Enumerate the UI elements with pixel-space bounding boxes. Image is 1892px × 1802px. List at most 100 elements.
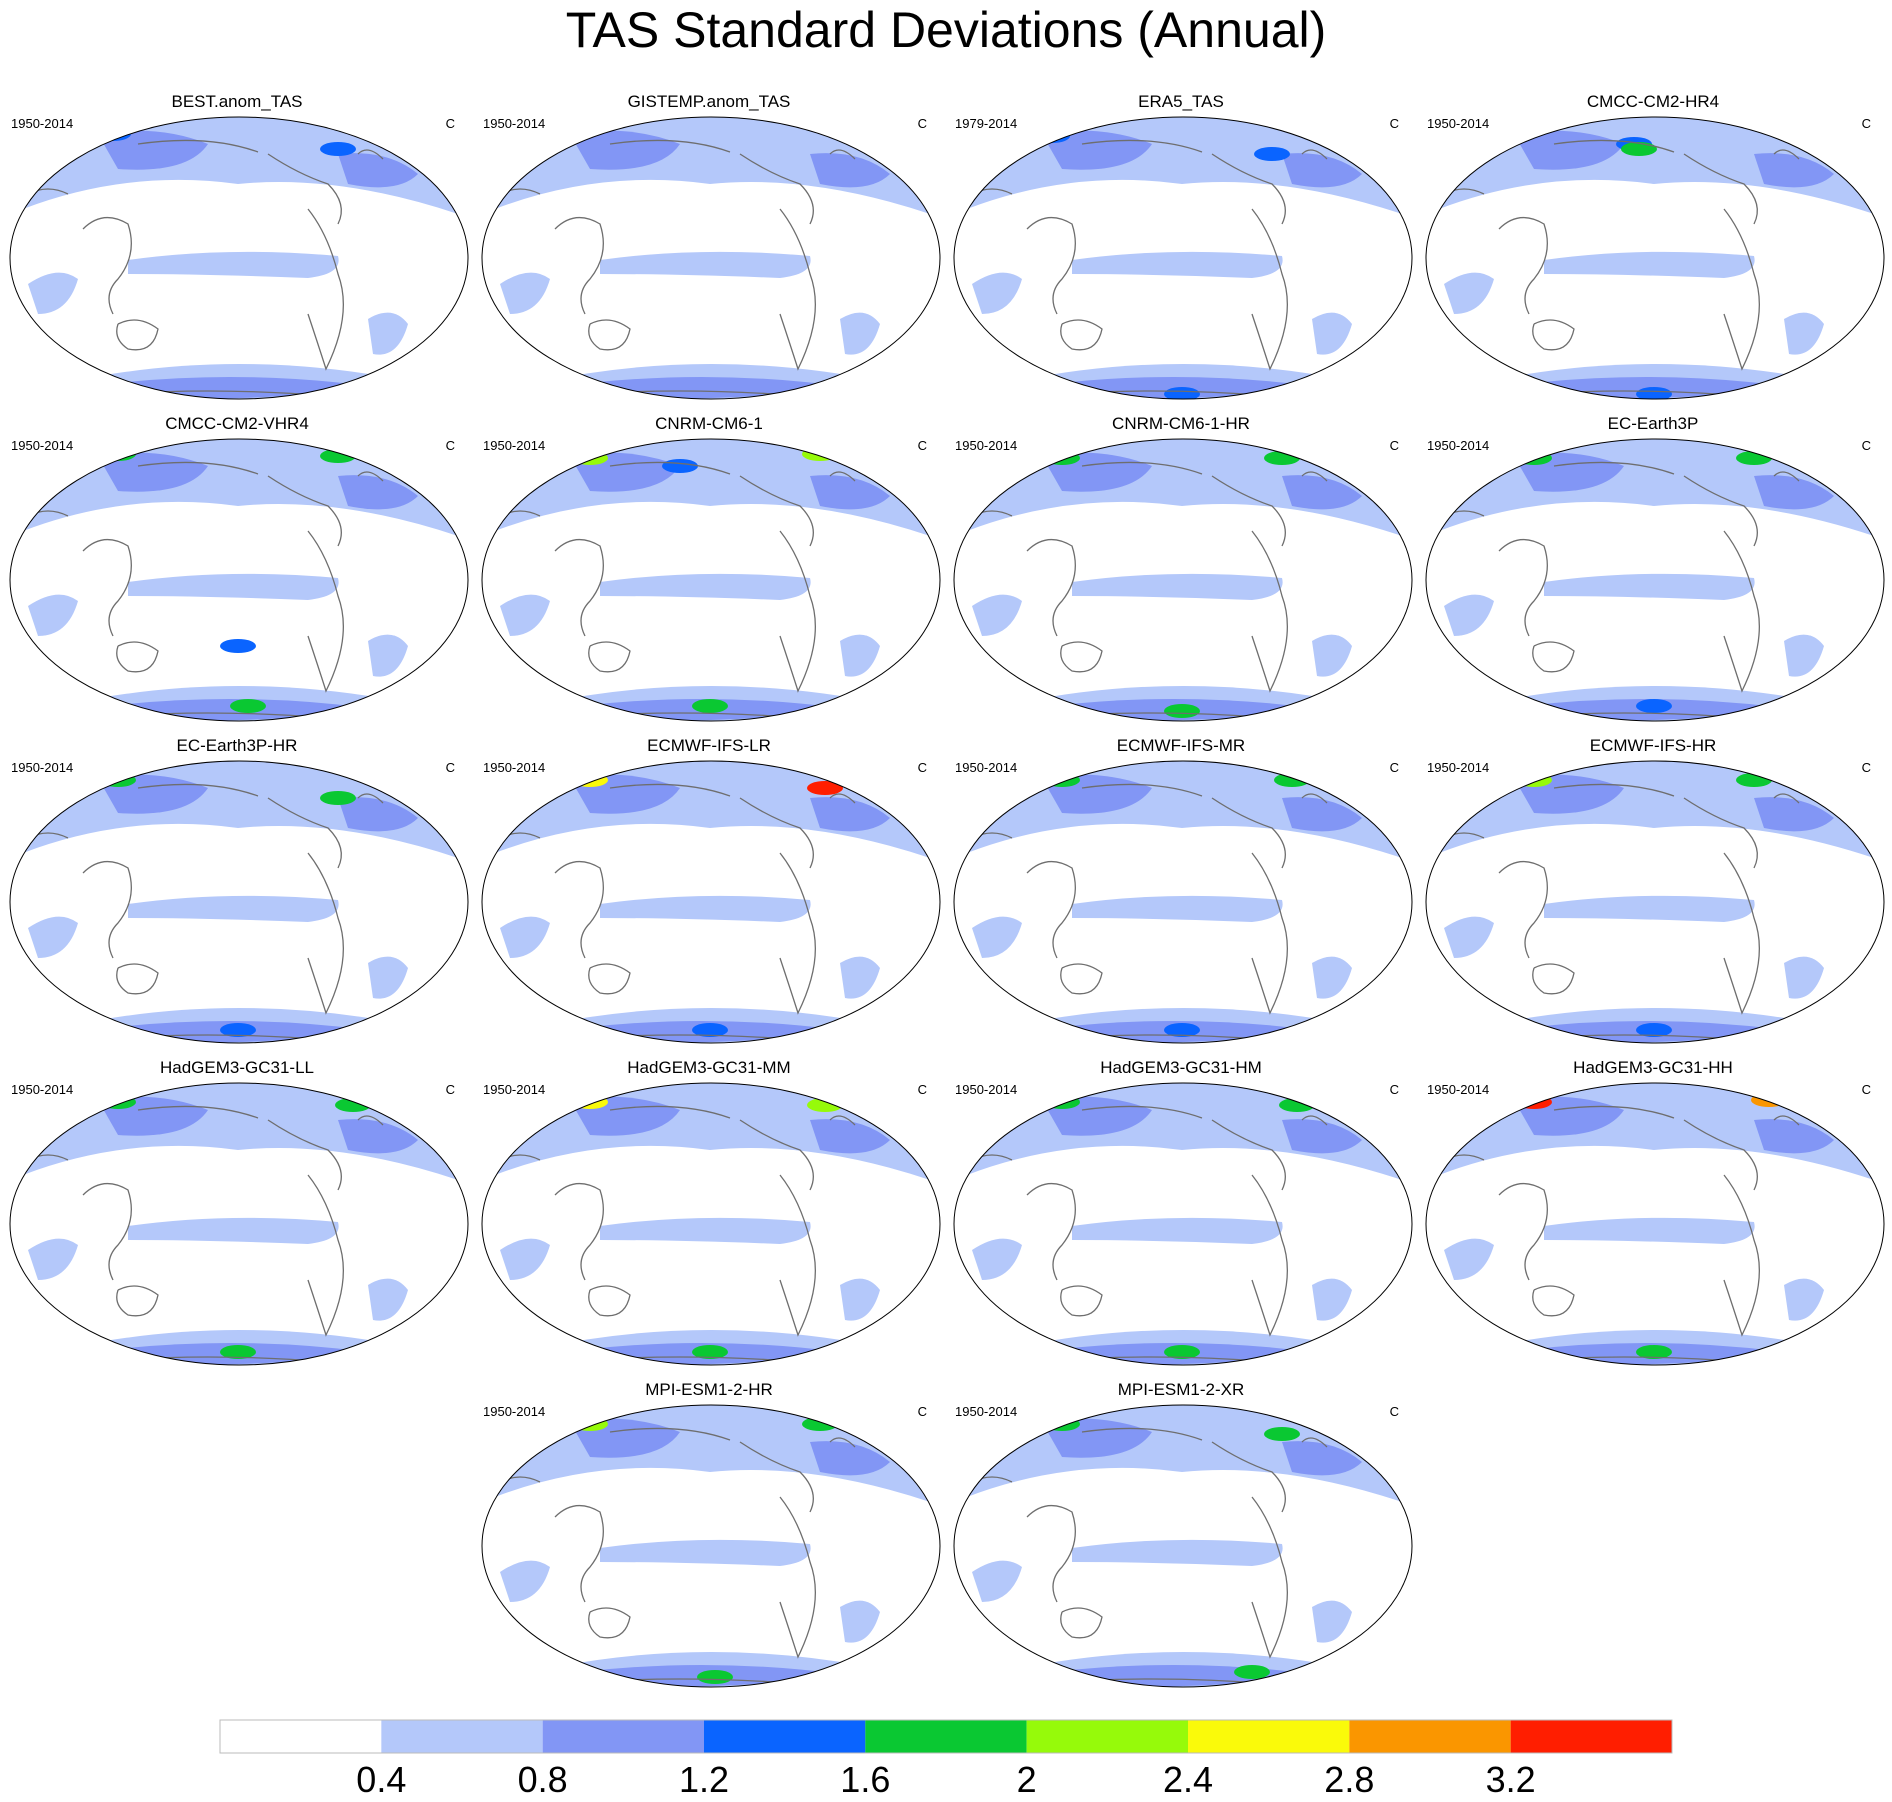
coastline bbox=[1683, 153, 1758, 225]
coastline bbox=[739, 475, 814, 547]
coastline bbox=[307, 852, 345, 1015]
coastline bbox=[1723, 208, 1761, 371]
contour-band bbox=[972, 916, 1022, 958]
coastline bbox=[779, 852, 817, 1015]
contour-band bbox=[500, 594, 550, 636]
contour-band bbox=[500, 272, 550, 314]
panel-period: 1950-2014 bbox=[1427, 760, 1490, 775]
contour-band bbox=[28, 1238, 78, 1280]
coastline bbox=[1211, 475, 1286, 547]
contour-band bbox=[1544, 1217, 1755, 1244]
coastline bbox=[1773, 149, 1800, 160]
coastline bbox=[779, 1496, 817, 1659]
panel-period: 1950-2014 bbox=[483, 1082, 546, 1097]
coastline bbox=[116, 641, 159, 673]
contour-band bbox=[1312, 1278, 1352, 1321]
contour-band bbox=[1072, 1217, 1283, 1244]
colorbar-tick-label: 3.2 bbox=[1485, 1759, 1536, 1800]
panel-period: 1950-2014 bbox=[1427, 1082, 1490, 1097]
contour-hotspot bbox=[320, 791, 356, 805]
coastline bbox=[1211, 153, 1286, 225]
map-panel: BEST.anom_TAS 1950-2014 C bbox=[2, 92, 472, 404]
contour-band bbox=[1312, 1600, 1352, 1643]
map-panel: ECMWF-IFS-MR 1950-2014 C bbox=[946, 736, 1416, 1048]
contour-hotspot bbox=[807, 781, 843, 795]
coastline bbox=[1026, 1505, 1076, 1603]
colorbar-box bbox=[865, 1720, 1027, 1753]
panel-period: 1950-2014 bbox=[483, 1404, 546, 1419]
contour-band bbox=[840, 1600, 880, 1643]
contour-band bbox=[368, 634, 408, 677]
coastline bbox=[609, 1427, 731, 1441]
map-panel: ECMWF-IFS-LR 1950-2014 C bbox=[474, 736, 944, 1048]
map-outline bbox=[481, 116, 941, 400]
contour-hotspot bbox=[1254, 147, 1290, 161]
contour-band bbox=[128, 251, 339, 278]
coastline bbox=[1553, 783, 1675, 797]
coastline bbox=[307, 1174, 345, 1337]
coastline bbox=[554, 1505, 604, 1603]
coastline bbox=[1532, 963, 1575, 995]
coastline bbox=[1498, 1183, 1548, 1281]
map-outline bbox=[9, 760, 469, 1044]
coastline bbox=[1553, 139, 1675, 153]
colorbar-frame bbox=[219, 1719, 1673, 1754]
coastline bbox=[307, 530, 345, 693]
map-outline bbox=[1425, 116, 1885, 400]
contour-hotspot bbox=[1164, 1345, 1200, 1359]
colorbar-box bbox=[1510, 1720, 1672, 1753]
coastline bbox=[1060, 641, 1103, 673]
panel-period: 1950-2014 bbox=[11, 116, 74, 131]
coastline bbox=[829, 1115, 856, 1126]
contour-hotspot bbox=[802, 447, 838, 461]
contour-band bbox=[1784, 1278, 1824, 1321]
coastline bbox=[1498, 539, 1548, 637]
coastline bbox=[1498, 861, 1548, 959]
panel-title: HadGEM3-GC31-MM bbox=[627, 1058, 791, 1077]
panel-unit: C bbox=[1389, 438, 1399, 453]
contour-band bbox=[368, 1278, 408, 1321]
colorbar-box bbox=[1349, 1720, 1511, 1753]
panel-title: HadGEM3-GC31-HH bbox=[1573, 1058, 1733, 1077]
colorbar-tick-label: 1.6 bbox=[840, 1759, 891, 1800]
coastline bbox=[1553, 461, 1675, 475]
coastline bbox=[1026, 217, 1076, 315]
map-panel: MPI-ESM1-2-XR 1950-2014 C bbox=[946, 1380, 1416, 1692]
contour-band bbox=[1282, 797, 1362, 832]
contour-band bbox=[338, 475, 418, 510]
coastline bbox=[307, 208, 345, 371]
map-outline bbox=[1425, 760, 1885, 1044]
contour-band bbox=[1784, 312, 1824, 355]
coastline bbox=[1026, 861, 1076, 959]
panel-title: HadGEM3-GC31-HM bbox=[1100, 1058, 1262, 1077]
coastline bbox=[1060, 1607, 1103, 1639]
coastline bbox=[357, 793, 384, 804]
colorbar-tick-label: 0.4 bbox=[356, 1759, 407, 1800]
contour-hotspot bbox=[1264, 1427, 1300, 1441]
colorbar-tick-label: 2.4 bbox=[1162, 1759, 1214, 1800]
contour-hotspot bbox=[1516, 1095, 1552, 1109]
world-map bbox=[953, 438, 1413, 722]
coastline bbox=[1532, 1285, 1575, 1317]
contour-band bbox=[1072, 251, 1283, 278]
contour-band bbox=[28, 594, 78, 636]
contour-band bbox=[1754, 797, 1834, 832]
contour-hotspot bbox=[692, 1023, 728, 1037]
panel-unit: C bbox=[917, 1404, 927, 1419]
contour-band bbox=[1754, 1119, 1834, 1154]
panel-title: MPI-ESM1-2-HR bbox=[645, 1380, 773, 1399]
contour-band bbox=[1544, 251, 1755, 278]
world-map bbox=[953, 1404, 1413, 1688]
coastline bbox=[267, 797, 342, 869]
coastline bbox=[357, 471, 384, 482]
contour-band bbox=[500, 1560, 550, 1602]
contour-hotspot bbox=[1044, 451, 1080, 465]
map-panel: ERA5_TAS 1979-2014 C bbox=[946, 92, 1416, 404]
coastline bbox=[1532, 319, 1575, 351]
contour-band bbox=[600, 895, 811, 922]
coastline bbox=[137, 461, 259, 475]
contour-band bbox=[810, 1441, 890, 1476]
world-map bbox=[9, 1082, 469, 1366]
panel-unit: C bbox=[917, 438, 927, 453]
panel-unit: C bbox=[445, 1082, 455, 1097]
